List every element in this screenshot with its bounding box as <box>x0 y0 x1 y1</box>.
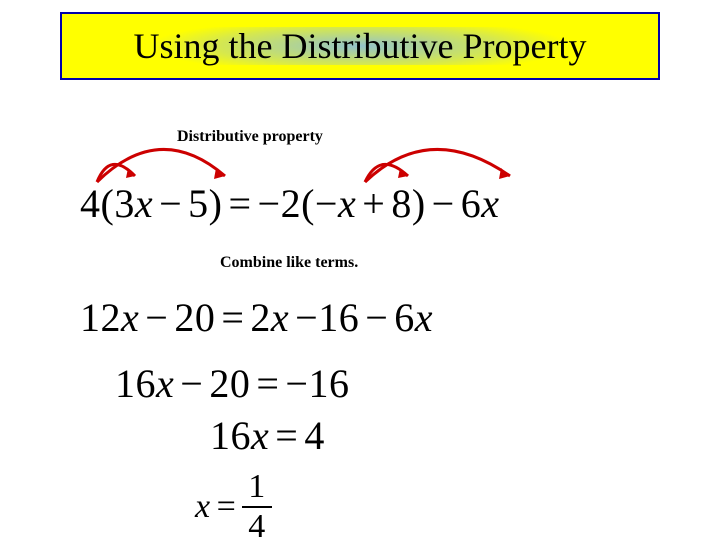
title-text: Using the Distributive Property <box>134 25 587 67</box>
equation-line-2: 12x−20=2x−16−6x <box>80 294 433 341</box>
label-combine: Combine like terms. <box>220 254 358 272</box>
equation-line-5: x=14 <box>195 472 272 546</box>
equation-line-1: 4(3x−5)=−2(−x+8)−6x <box>80 180 499 227</box>
fraction-denominator: 4 <box>242 508 272 544</box>
distributive-arrows <box>0 0 720 540</box>
equation-line-3: 16x−20=−16 <box>115 360 349 407</box>
equation-line-4: 16x=4 <box>210 412 325 459</box>
fraction-numerator: 1 <box>242 470 272 508</box>
title-box: Using the Distributive Property <box>60 12 660 80</box>
label-distributive: Distributive property <box>177 128 323 146</box>
